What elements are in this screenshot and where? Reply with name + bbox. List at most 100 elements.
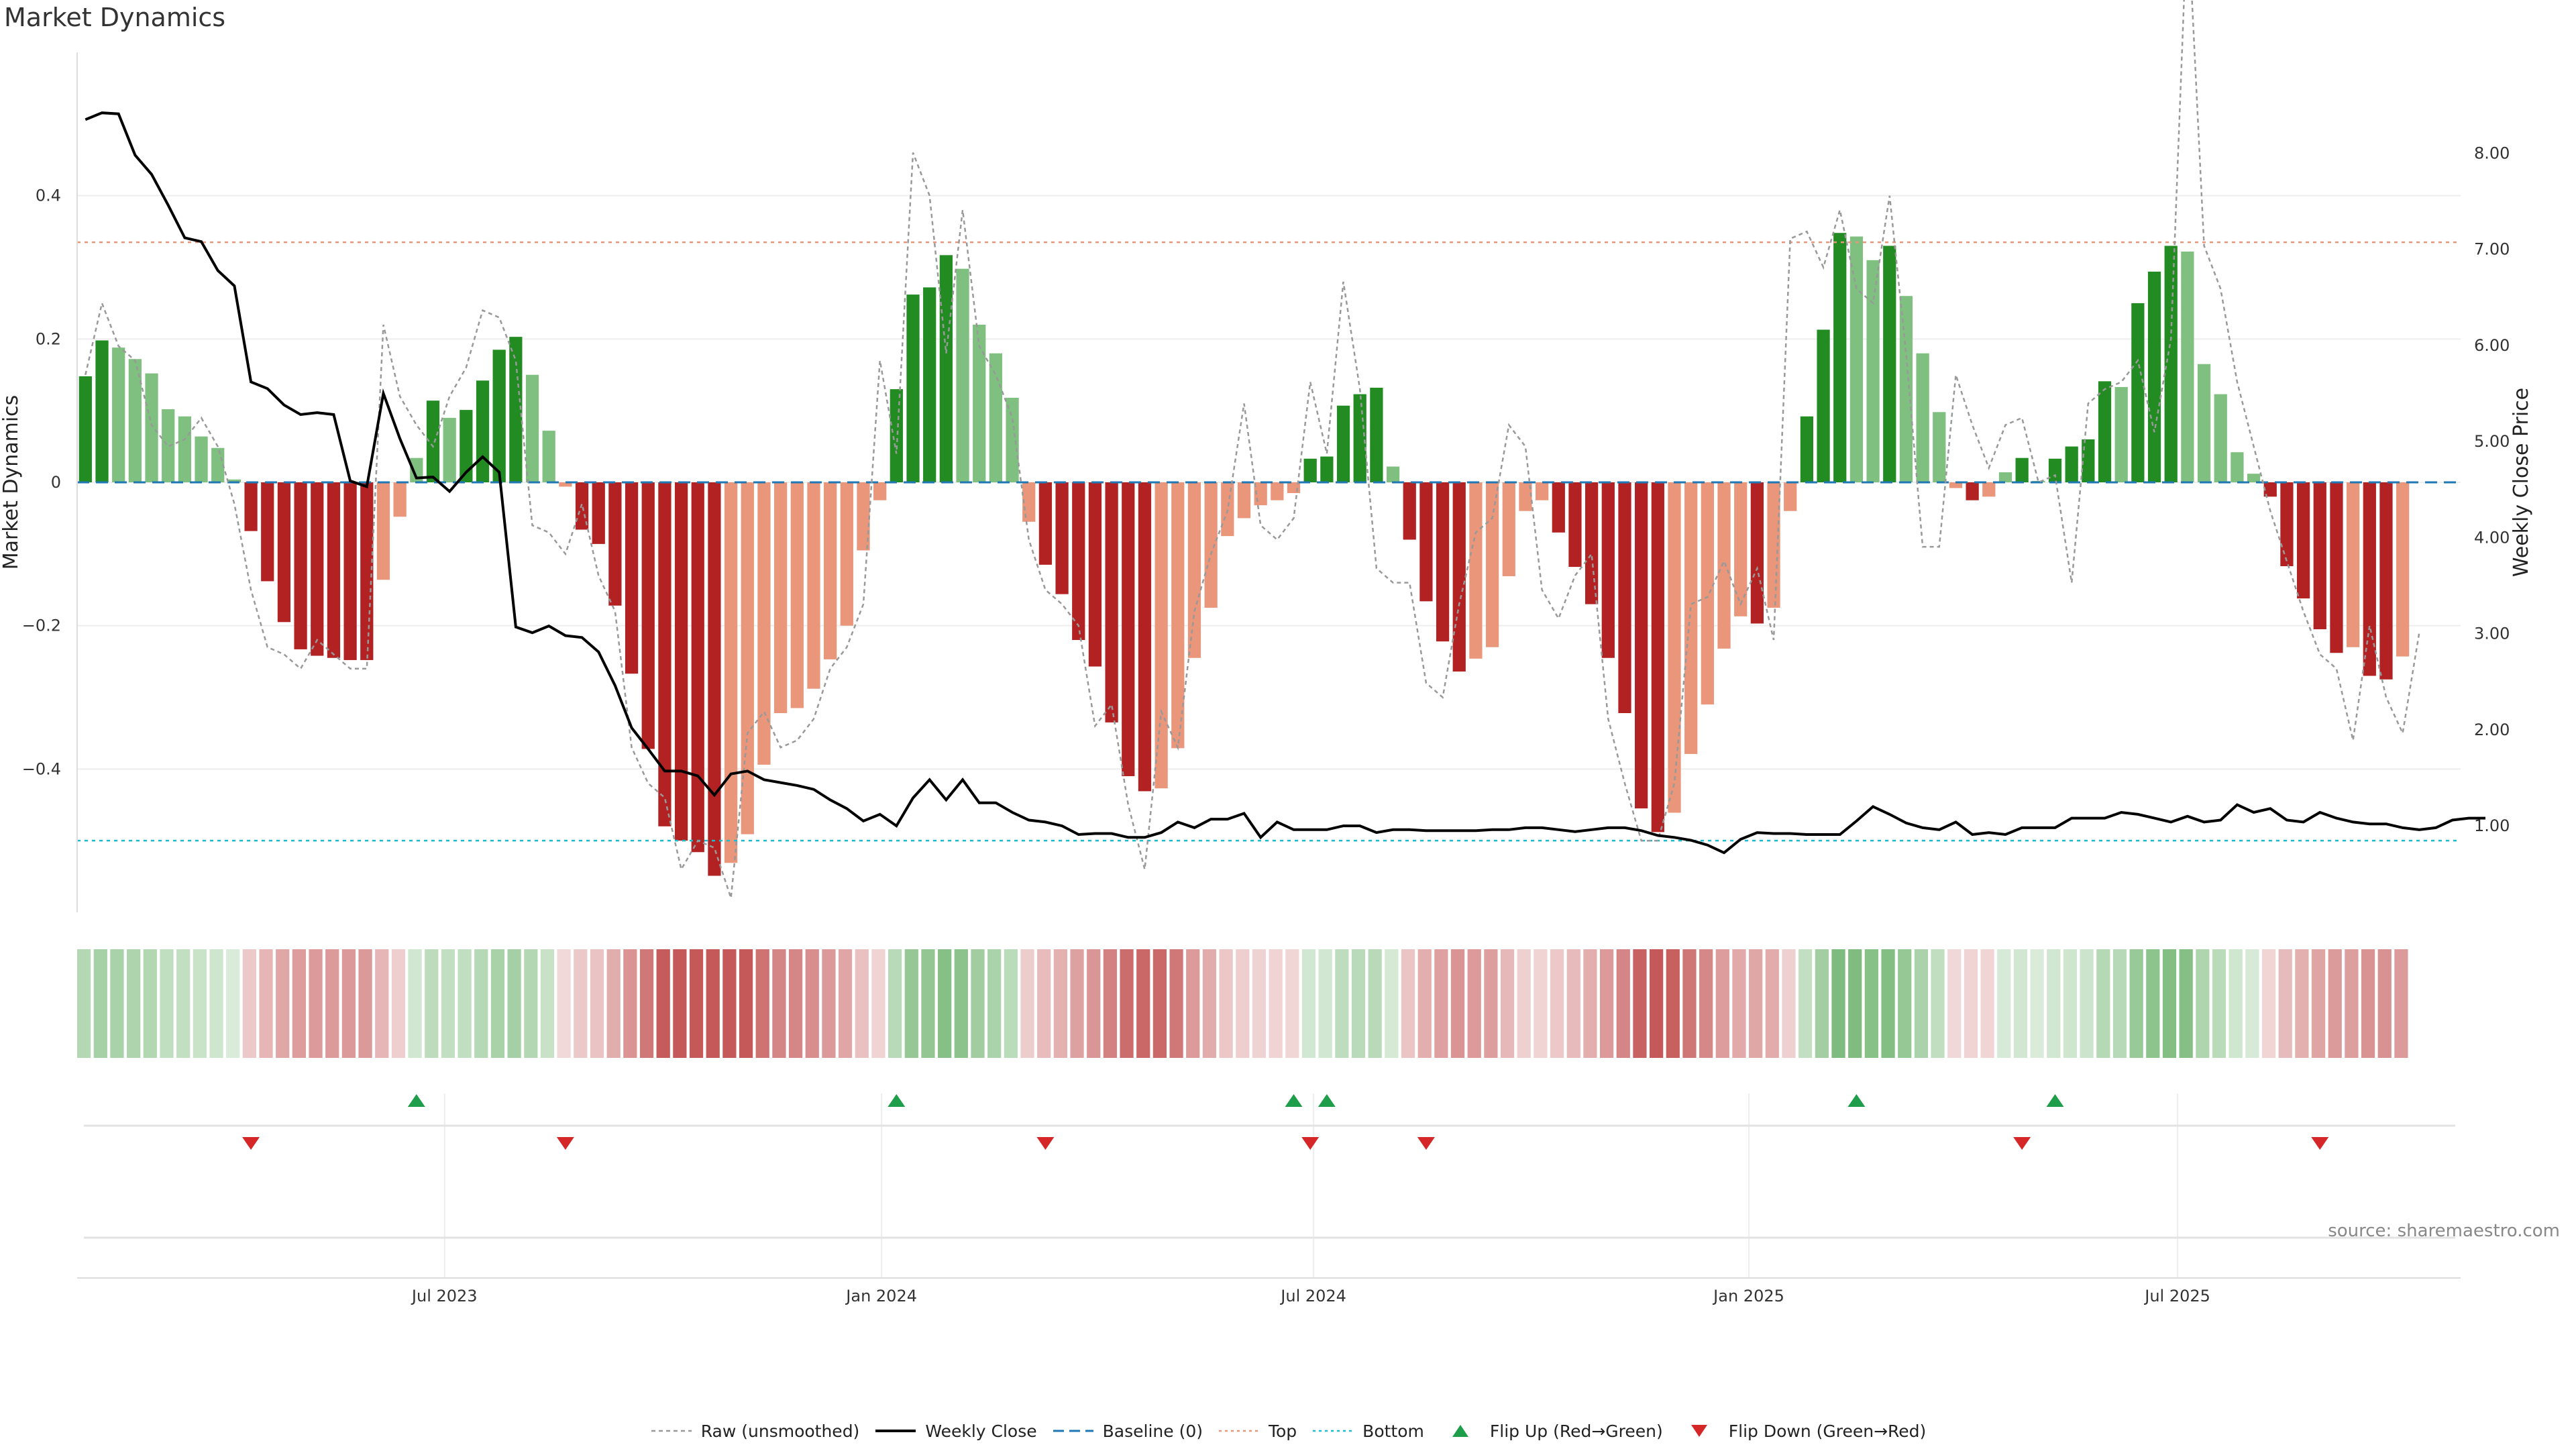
heat-cell [375,949,389,1058]
dynamics-bar [2363,482,2376,676]
heat-cell [1864,949,1878,1058]
dynamics-bar [608,482,622,606]
heat-cell [639,949,654,1058]
dynamics-bar [1072,482,1085,641]
flip-down-marker [2013,1137,2031,1150]
dynamics-bar [2313,482,2326,630]
dynamics-bar [1336,405,1350,482]
dynamics-bar [1370,387,1383,482]
dynamics-bar [1502,482,1515,576]
heat-cell [987,949,1002,1058]
legend-label: Weekly Close [925,1421,1037,1441]
dynamics-bar [2015,458,2029,482]
raw-swatch [651,1430,692,1432]
dynamics-bar [1552,482,1565,533]
heat-cell [1450,949,1465,1058]
dynamics-bar [426,400,440,482]
heat-cell [490,949,505,1058]
dynamics-bar [1800,416,1814,482]
heat-cell [2013,949,2028,1058]
heat-cell [441,949,455,1058]
heat-cell [2295,949,2309,1058]
raw-line [85,0,2420,898]
y2-tick-label: 7.00 [2474,240,2510,259]
dynamics-bar [195,436,208,482]
dynamics-bar [1866,260,1880,482]
heat-cell [2129,949,2143,1058]
heat-cell [1699,949,1713,1058]
dynamics-bar [327,482,341,658]
heat-cell [1848,949,1862,1058]
y-tick-label: −0.2 [22,616,61,635]
heat-cell [822,949,836,1058]
heat-cell [557,949,571,1058]
heat-cell [739,949,753,1058]
dynamics-bar [1817,329,1830,482]
dynamics-bar [294,482,307,649]
legend-label: Raw (unsmoothed) [700,1421,860,1441]
heat-cell [176,949,191,1058]
dynamics-bar [360,482,374,660]
heat-cell [408,949,422,1058]
dynamics-bar [460,410,473,482]
dynamics-bar [939,255,953,482]
heat-cell [1385,949,1399,1058]
heat-cell [325,949,339,1058]
heat-cell [1301,949,1316,1058]
heat-cell [2146,949,2160,1058]
heat-cell [93,949,107,1058]
flip-up-marker [888,1094,906,1107]
dynamics-bar [1784,482,1797,511]
dynamics-bar [393,482,407,517]
dynamics-bar [1204,482,1218,608]
dynamics-bar [1585,482,1599,604]
dynamics-bar [476,380,490,482]
dynamics-bar [2065,446,2078,482]
heat-cell [855,949,869,1058]
heat-cell [507,949,521,1058]
dynamics-bar [2330,482,2343,653]
heat-cell [143,949,157,1058]
heat-cell [1252,949,1267,1058]
dynamics-bar [1767,482,1780,608]
price-swatch [875,1430,916,1432]
dynamics-bar [1088,482,1102,667]
legend-item-raw: Raw (unsmoothed) [650,1421,860,1441]
heat-cell [1881,949,1895,1058]
dynamics-bar [1519,482,1532,511]
heat-cell [1351,949,1366,1058]
dynamics-bar [244,482,258,531]
heat-cell [1749,949,1763,1058]
bottom-swatch [1313,1430,1354,1432]
dynamics-bar [1668,482,1681,813]
heat-cell [276,949,290,1058]
dynamics-bar [1271,482,1284,500]
dynamics-bar [1187,482,1201,658]
dynamics-bar [492,350,506,482]
dynamics-bar [1006,397,1019,482]
y2-axis-title: Weekly Close Price [2510,388,2533,577]
flip-down-marker [1417,1137,1435,1150]
dynamics-bar [1221,482,1234,537]
y2-tick-label: 4.00 [2474,528,2510,547]
dynamics-bar [857,482,870,551]
heat-cell [1831,949,1845,1058]
y-axis-title: Market Dynamics [0,395,23,570]
heat-cell [1136,949,1150,1058]
dynamics-bar [807,482,820,689]
heat-cell [2394,949,2408,1058]
heat-cell [2245,949,2259,1058]
dynamics-bar [2263,482,2277,497]
dynamics-bar [1535,482,1549,500]
dynamics-bar [1038,482,1053,565]
dynamics-bar [873,482,887,500]
heat-cell [540,949,555,1058]
dynamics-bar [178,416,192,482]
dynamics-bar [1651,482,1664,833]
heat-cell [1318,949,1332,1058]
dynamics-bar [757,482,771,765]
dynamics-bar [1635,482,1648,809]
heat-cell [110,949,124,1058]
heat-cell [1070,949,1084,1058]
dynamics-bar [78,376,92,482]
